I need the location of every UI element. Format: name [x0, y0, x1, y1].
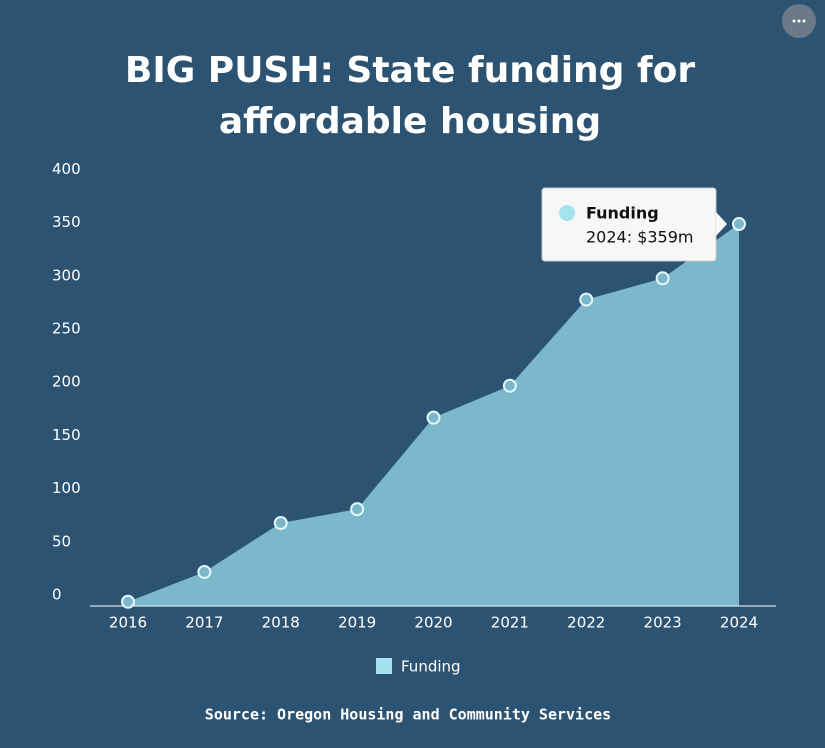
chart-title: BIG PUSH: State funding for: [125, 50, 695, 91]
source: Source: Oregon Housing and Community Ser…: [205, 706, 611, 724]
marker: [502, 378, 517, 393]
marker: [732, 217, 746, 232]
dot: [802, 19, 806, 23]
x-tick-label: 2020: [414, 614, 452, 632]
menu-button[interactable]: [782, 4, 816, 38]
dot: [797, 19, 801, 23]
marker: [426, 410, 441, 425]
x-tick-label: 2024: [720, 614, 758, 632]
legend-swatch: [376, 658, 392, 674]
x-tick-label: 2023: [644, 614, 682, 632]
dot: [792, 19, 796, 23]
marker: [579, 292, 594, 307]
x-tick-label: 2022: [567, 614, 605, 632]
y-tick-label: 200: [52, 373, 81, 391]
marker: [197, 564, 212, 579]
y-tick-label: 250: [52, 320, 81, 338]
tooltip-dot: [559, 205, 575, 221]
y-tick-label: 100: [52, 479, 81, 497]
marker: [121, 594, 135, 609]
marker: [655, 271, 670, 286]
marker: [350, 502, 365, 517]
tooltip-box: [541, 187, 717, 262]
x-tick-label: 2017: [185, 614, 223, 632]
legend-label: Funding: [401, 658, 461, 676]
tooltip: Funding 2024: $359m: [541, 187, 727, 262]
y-tick-label: 0: [52, 586, 62, 604]
y-tick-label: 400: [52, 160, 81, 178]
x-tick-label: 2021: [491, 614, 529, 632]
marker: [273, 516, 288, 531]
y-tick-label: 50: [52, 532, 71, 550]
tooltip-text: 2024: $359m: [586, 228, 694, 247]
x-tick-label: 2016: [109, 614, 147, 632]
tooltip-title: Funding: [586, 204, 659, 223]
chart-title: affordable housing: [219, 101, 601, 142]
y-tick-label: 150: [52, 426, 81, 444]
x-tick-label: 2018: [262, 614, 300, 632]
area: [128, 224, 739, 607]
x-tick-label: 2019: [338, 614, 376, 632]
y-tick-label: 350: [52, 213, 81, 231]
y-tick-label: 300: [52, 266, 81, 284]
tooltip-arrow: [716, 212, 727, 236]
